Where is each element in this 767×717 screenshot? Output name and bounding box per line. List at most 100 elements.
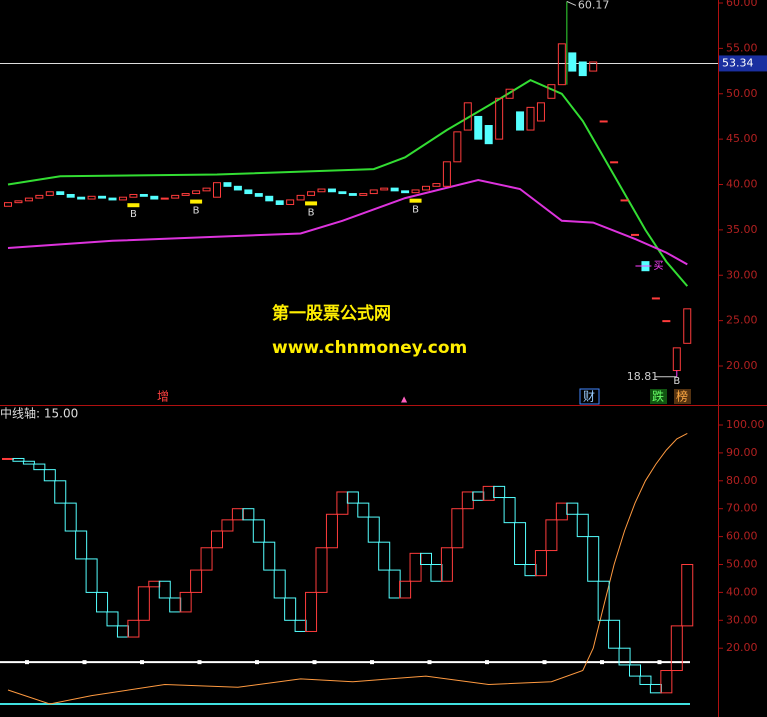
osc-box bbox=[325, 513, 338, 549]
candle-body bbox=[369, 189, 378, 195]
osc-box bbox=[211, 530, 223, 549]
candle-body bbox=[171, 194, 180, 199]
candle-body bbox=[286, 199, 295, 205]
candle-body bbox=[359, 193, 368, 196]
osc-box bbox=[33, 463, 46, 471]
signal-label: B bbox=[412, 205, 419, 216]
osc-box bbox=[639, 675, 652, 685]
candle-body bbox=[578, 61, 587, 77]
candle-body bbox=[129, 193, 138, 198]
candle-body bbox=[526, 106, 535, 131]
candle-body bbox=[327, 188, 336, 193]
low-label: 18.81 bbox=[627, 370, 659, 383]
tag: 跌 bbox=[652, 389, 664, 404]
y-tick-label: 60.00 bbox=[726, 530, 758, 543]
osc-box bbox=[367, 516, 380, 543]
y-tick-label: 80.00 bbox=[726, 474, 758, 487]
candle-body bbox=[505, 88, 514, 99]
osc-box bbox=[64, 502, 77, 532]
candle-body bbox=[442, 161, 451, 187]
osc-box bbox=[493, 485, 506, 499]
tag: 榜 bbox=[676, 389, 688, 404]
tag-box bbox=[650, 389, 667, 404]
candle-body bbox=[307, 191, 316, 196]
candle-body bbox=[254, 193, 263, 197]
osc-box bbox=[116, 625, 129, 638]
y-tick-label: 30.00 bbox=[726, 268, 758, 281]
candle-body bbox=[432, 183, 441, 187]
candle-body bbox=[35, 194, 44, 199]
osc-box bbox=[409, 552, 422, 582]
osc-box bbox=[294, 619, 307, 632]
candle-body bbox=[160, 197, 169, 200]
candle-body bbox=[296, 194, 305, 201]
tag: 增 bbox=[157, 390, 169, 404]
candle-body bbox=[662, 320, 671, 323]
osc-box bbox=[597, 580, 610, 621]
osc-box bbox=[618, 647, 631, 666]
signal-bar bbox=[190, 199, 203, 204]
osc-box bbox=[242, 508, 255, 521]
candle-body bbox=[474, 115, 483, 140]
candle-body bbox=[265, 195, 274, 202]
osc-box bbox=[12, 457, 25, 462]
osc-box bbox=[399, 580, 412, 599]
signal-bar bbox=[409, 198, 422, 203]
osc-box bbox=[649, 683, 662, 694]
osc-box bbox=[524, 564, 537, 577]
candle-body bbox=[77, 196, 86, 200]
osc-box bbox=[440, 547, 453, 582]
osc-box bbox=[555, 502, 568, 521]
candle-body bbox=[536, 102, 545, 122]
indicator-label: 中线轴: 15.00 bbox=[0, 406, 78, 421]
y-tick-label: 35.00 bbox=[726, 223, 758, 236]
candle-body bbox=[463, 102, 472, 131]
candle-body bbox=[547, 84, 556, 99]
osc-box bbox=[388, 569, 401, 599]
osc-box bbox=[482, 485, 495, 501]
osc-box bbox=[305, 591, 318, 632]
osc-box bbox=[85, 558, 98, 593]
osc-box bbox=[137, 586, 150, 621]
candle-body bbox=[233, 185, 242, 191]
signal-label: B bbox=[193, 206, 200, 217]
candle-body bbox=[568, 52, 577, 72]
candle-body bbox=[651, 297, 660, 300]
osc-box bbox=[169, 597, 182, 613]
y-tick-label: 100.00 bbox=[726, 418, 765, 431]
osc-box bbox=[430, 564, 443, 582]
indicator-line bbox=[7, 178, 688, 266]
y-tick-label: 60.00 bbox=[726, 0, 758, 9]
candle-body bbox=[453, 131, 462, 163]
osc-box bbox=[158, 580, 171, 599]
osc-box bbox=[629, 664, 641, 677]
high-pointer bbox=[566, 1, 577, 6]
osc-box bbox=[660, 670, 673, 694]
candle-body bbox=[610, 161, 619, 164]
candle-body bbox=[380, 187, 389, 191]
candle-body bbox=[484, 125, 493, 145]
price-label: 53.34 bbox=[722, 56, 754, 69]
candle-body bbox=[108, 197, 117, 201]
candle-body bbox=[87, 195, 96, 200]
candle-body bbox=[557, 43, 566, 86]
osc-box bbox=[670, 625, 683, 672]
y-tick-label: 30.00 bbox=[726, 613, 758, 626]
osc-box bbox=[273, 569, 286, 599]
y-tick-label: 50.00 bbox=[726, 558, 758, 571]
candle-body bbox=[14, 200, 23, 204]
midline-dot bbox=[542, 660, 547, 665]
osc-box bbox=[263, 541, 276, 571]
candle-body bbox=[317, 188, 326, 193]
midline-dot bbox=[312, 660, 317, 665]
candle-body bbox=[495, 97, 504, 140]
osc-box bbox=[608, 619, 621, 649]
signal-label: B bbox=[308, 207, 315, 218]
y-tick-label: 55.00 bbox=[726, 41, 758, 54]
candle-body bbox=[244, 189, 253, 195]
candle-body bbox=[390, 187, 399, 192]
candle-body bbox=[620, 199, 629, 202]
midline-dot bbox=[657, 660, 662, 665]
